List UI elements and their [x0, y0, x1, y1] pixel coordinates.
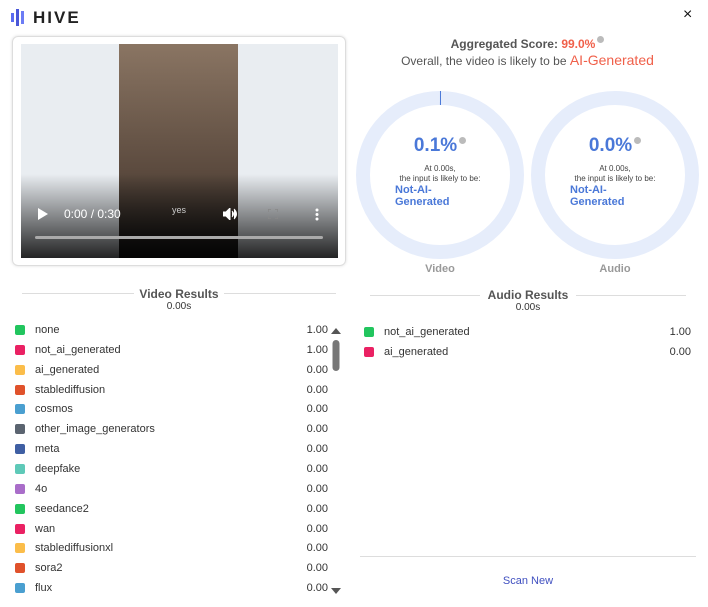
result-score: 0.00 [306, 542, 328, 555]
summary-sentence: Overall, the video is likely to be [401, 54, 567, 68]
video-caption: yes [172, 205, 187, 215]
video-frame: yes 0:00 / 0:30 [21, 44, 338, 258]
gauge-track [531, 91, 699, 259]
result-label: stablediffusionxl [35, 542, 114, 555]
gauge-verdict: Not-AI-Generated [570, 184, 625, 208]
legend-swatch [15, 483, 25, 494]
result-score: 0.00 [306, 363, 328, 376]
section-time: 0.00s [166, 301, 192, 312]
legend-swatch [15, 523, 25, 534]
section-title: Audio Results [487, 288, 569, 302]
legend-swatch [15, 503, 25, 514]
result-score: 0.00 [306, 423, 328, 436]
result-score: 0.00 [306, 562, 328, 575]
gauge-time: At 0.00s, [424, 164, 456, 173]
legend-swatch [15, 543, 25, 554]
summary-verdict: AI-Generated [569, 52, 654, 68]
menu-button[interactable] [315, 208, 319, 221]
video-time: 0:00 / 0:30 [64, 207, 121, 221]
result-score: 1.00 [306, 343, 328, 356]
result-score: 0.00 [306, 443, 328, 456]
gauge-time: At 0.00s, [599, 164, 631, 173]
section-time: 0.00s [515, 302, 541, 313]
result-label: ai_generated [384, 345, 449, 358]
legend-swatch [15, 583, 25, 594]
result-score: 0.00 [306, 482, 328, 495]
result-score: 0.00 [306, 403, 328, 416]
result-label: cosmos [35, 403, 73, 416]
result-label: not_ai_generated [35, 343, 121, 356]
result-label: seedance2 [35, 502, 89, 515]
play-button[interactable] [38, 208, 48, 220]
score-label: Aggregated Score: [450, 37, 558, 51]
result-label: other_image_generators [35, 423, 155, 436]
result-label: ai_generated [35, 363, 100, 376]
gauge-text: the input is likely to be: [399, 174, 481, 183]
gauge [356, 91, 524, 259]
result-score: 0.00 [306, 383, 328, 396]
result-score: 0.00 [306, 462, 328, 475]
gauge [531, 91, 699, 259]
result-score: 0.00 [306, 522, 328, 535]
result-score: 0.00 [306, 582, 328, 595]
gauge-text: the input is likely to be: [574, 174, 656, 183]
result-label: stablediffusion [35, 383, 106, 396]
scan-new-button[interactable]: Scan New [502, 575, 554, 587]
result-label: meta [35, 443, 60, 456]
gauge-name: Audio [599, 263, 631, 275]
result-label: flux [35, 582, 53, 595]
legend-swatch [15, 344, 25, 355]
video-card [12, 36, 346, 266]
legend-swatch [15, 444, 25, 455]
result-score: 0.00 [669, 345, 691, 358]
legend-swatch [15, 424, 25, 435]
result-label: wan [35, 522, 56, 535]
summary: Aggregated Score: 99.0% Overall, the vid… [360, 36, 695, 68]
legend-swatch [364, 327, 374, 337]
gauge-name: Video [425, 263, 455, 275]
legend-swatch [15, 364, 25, 375]
legend-swatch [15, 325, 25, 335]
fullscreen-button[interactable] [268, 209, 278, 219]
result-score: 1.00 [669, 326, 691, 338]
section-title: Video Results [139, 287, 219, 301]
volume-button[interactable] [223, 208, 237, 220]
aggregate-score: 99.0% [561, 37, 596, 51]
result-label: none [35, 324, 60, 336]
logo-icon [11, 9, 24, 26]
result-label: not_ai_generated [384, 326, 470, 338]
close-button[interactable]: × [683, 6, 693, 23]
gauge-score: 0.0% [575, 135, 655, 157]
legend-swatch [15, 563, 25, 574]
result-label: deepfake [35, 462, 81, 475]
scrollbar[interactable] [330, 325, 342, 597]
result-label: 4o [35, 482, 48, 495]
legend-swatch [15, 463, 25, 474]
result-label: sora2 [35, 562, 63, 575]
gauge-score: 0.1% [400, 135, 480, 157]
video-shade [21, 174, 338, 258]
legend-swatch [364, 346, 374, 357]
gauge-verdict: Not-AI-Generated [395, 184, 450, 208]
result-score: 0.00 [306, 502, 328, 515]
result-score: 1.00 [306, 324, 328, 336]
legend-swatch [15, 404, 25, 415]
legend-swatch [15, 384, 25, 395]
progress-bar[interactable] [35, 236, 323, 239]
logo: HIVE [33, 8, 81, 27]
